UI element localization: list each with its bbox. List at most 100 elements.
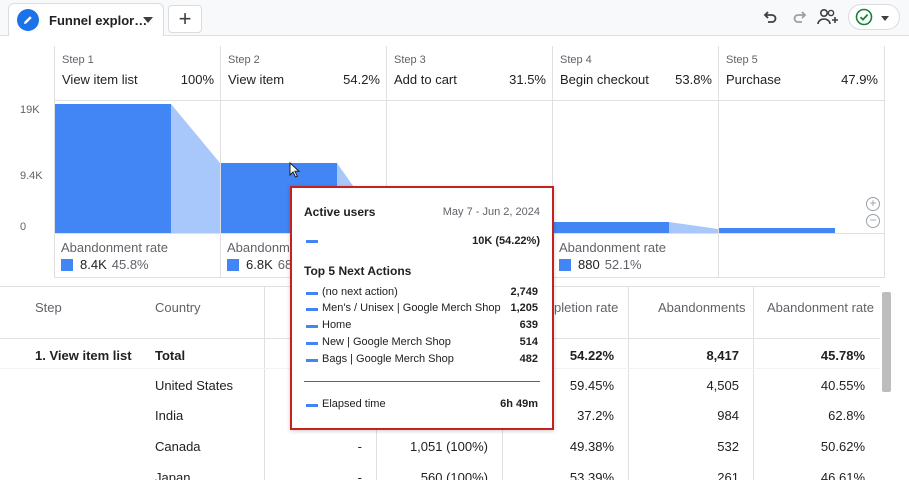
vertical-scrollbar[interactable] [882,292,891,392]
chevron-down-icon [881,16,889,21]
next-action-value: 2,749 [510,286,538,298]
edit-pencil-icon [17,9,39,31]
table-cell-country: Canada [155,439,201,454]
table-cell-completion: 59.45% [569,378,614,393]
series-swatch [306,292,318,295]
table-cell-completion: 37.2% [577,408,614,423]
step-name: View item list [62,72,138,87]
funnel-bar-step-1[interactable] [55,104,171,233]
abandonment-count: 880 [578,257,600,272]
undo-button[interactable] [757,5,783,29]
abandonment-count: 8.4K [80,257,107,272]
table-cell-step: 1. View item list [35,348,132,363]
chevron-down-icon[interactable] [143,17,153,23]
next-action-label: New | Google Merch Shop [322,336,451,348]
y-tick: 9.4K [20,170,43,182]
abandonment-value: 880 52.1% [559,257,642,272]
step-percent: 54.2% [343,72,380,87]
tab-funnel-exploration[interactable]: Funnel explor… [8,3,164,36]
series-swatch [306,325,318,328]
next-action-label: Men's / Unisex | Google Merch Shop [322,302,501,314]
column-header-step[interactable]: Step [35,300,62,315]
column-header-abandonment-rate[interactable]: Abandonment rate [767,300,874,315]
abandonment-rate: 52.1% [604,257,642,272]
column-header-country[interactable]: Country [155,300,201,315]
tooltip-date-range: May 7 - Jun 2, 2024 [442,206,540,218]
next-action-label: Bags | Google Merch Shop [322,353,454,365]
next-action-value: 1,205 [510,302,538,314]
zoom-out-icon[interactable]: − [866,214,880,228]
step-number: Step 1 [62,54,94,66]
transition-area-4 [669,222,718,233]
table-cell-abandonments: 4,505 [706,378,739,393]
grid-line [552,46,553,278]
column-divider [264,286,265,480]
y-tick: 19K [20,104,40,116]
legend-swatch [559,258,571,271]
grid-line [54,46,55,278]
table-cell-rate: 62.8% [828,408,865,423]
table-cell-abandonments: 532 [717,439,739,454]
legend-swatch [227,258,239,271]
table-cell-abandonments: 261 [717,470,739,480]
funnel-bar-step-4[interactable] [553,222,669,233]
step-header-4[interactable]: Step 4 Begin checkout 53.8% [552,54,718,100]
table-cell-count: 1,051 (100%) [409,439,488,454]
step-percent: 53.8% [675,72,712,87]
column-header-abandonments[interactable]: Abandonments [658,300,746,315]
table-cell-completion: 49.38% [569,439,614,454]
series-swatch [306,308,318,311]
step-number: Step 2 [228,54,260,66]
tooltip-main-value: 10K (54.22%) [472,235,540,247]
grid-line [386,46,387,278]
step-name: Purchase [726,72,781,87]
column-divider [753,286,754,480]
elapsed-time-value: 6h 49m [500,398,538,410]
status-button[interactable] [848,4,900,30]
undo-icon [763,11,777,23]
column-header-completion-rate[interactable]: pletion rate [554,300,619,315]
table-cell-rate: 46.61% [820,470,865,480]
next-action-label: Home [322,319,352,331]
hover-tooltip: Active users May 7 - Jun 2, 2024 10K (54… [290,186,554,430]
zoom-in-icon[interactable]: + [866,197,880,211]
step-number: Step 4 [560,54,592,66]
add-tab-button[interactable]: + [168,5,202,33]
abandonment-rate: 45.8% [111,257,149,272]
step-header-5[interactable]: Step 5 Purchase 47.9% [718,54,884,100]
abandonment-value: 6.8K 68. [227,257,296,272]
grid-line [718,46,719,278]
table-cell-completion: 53.39% [569,470,614,480]
table-cell-abandonments: 8,417 [706,348,739,363]
step-header-3[interactable]: Step 3 Add to cart 31.5% [386,54,552,100]
share-button[interactable] [815,5,841,29]
table-cell-rate: 45.78% [820,348,865,363]
table-cell-abandonments: 984 [717,408,739,423]
step-header-1[interactable]: Step 1 View item list 100% [54,54,220,100]
step-name: Begin checkout [560,72,649,87]
redo-button[interactable] [787,5,813,29]
tooltip-divider [304,381,540,382]
table-cell-country: Japan [155,470,191,480]
table-cell-rate: 40.55% [820,378,865,393]
next-action-value: 482 [519,353,538,365]
abandonment-count: 6.8K [246,257,273,272]
legend-swatch [61,258,73,271]
step-number: Step 5 [726,54,758,66]
tooltip-subtitle: Top 5 Next Actions [304,264,412,278]
grid-line [220,46,221,278]
abandonment-label: Abandonment rate [559,240,666,255]
funnel-bar-step-5[interactable] [719,228,835,233]
step-name: Add to cart [394,72,457,87]
step-header-2[interactable]: Step 2 View item 54.2% [220,54,386,100]
abandonment-label: Abandonme [227,240,298,255]
transition-area-1 [171,104,220,233]
series-swatch [306,359,318,362]
toolbar: Funnel explor… + [0,0,909,36]
grid-line [54,100,884,101]
step-percent: 31.5% [509,72,546,87]
table-cell-country: United States [155,378,234,393]
tooltip-title: Active users [304,205,376,219]
table-cell-dash: - [357,470,362,480]
grid-line [884,46,885,278]
